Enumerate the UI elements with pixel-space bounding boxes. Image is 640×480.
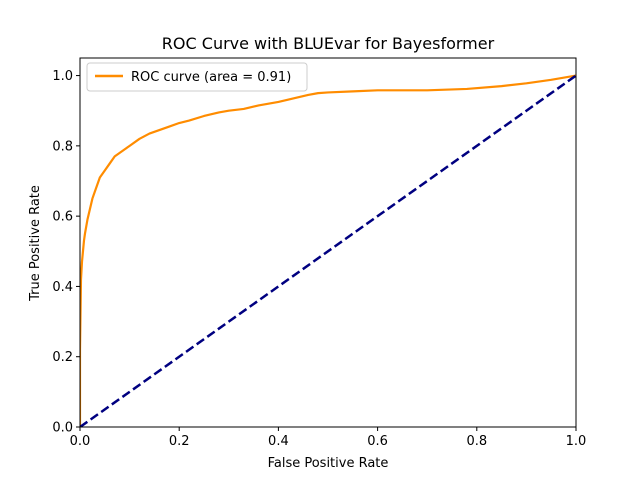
y-tick-label: 0.2 [52,350,73,365]
diagonal-reference-line [80,74,576,427]
x-axis: 0.0 0.2 0.4 0.6 0.8 1.0 [70,427,587,449]
x-tick-label: 0.8 [466,434,487,449]
x-tick-label: 0.6 [367,434,388,449]
series-group [80,74,576,427]
y-tick-label: 0.6 [52,210,73,225]
y-tick-label: 0.4 [52,280,73,295]
legend-label-roc: ROC curve (area = 0.91) [131,70,291,85]
x-tick-label: 0.2 [169,434,190,449]
x-axis-label: False Positive Rate [268,456,389,471]
x-tick-label: 0.4 [268,434,289,449]
plot-area [79,57,577,428]
y-tick-label: 0.0 [52,421,73,436]
plot-frame [79,57,577,428]
roc-curve-line [80,74,576,427]
y-tick-label: 0.8 [52,139,73,154]
legend: ROC curve (area = 0.91) [86,62,308,92]
x-tick-label: 0.0 [70,434,91,449]
y-axis: 0.0 0.2 0.4 0.6 0.8 1.0 [52,69,80,436]
x-tick-label: 1.0 [566,434,587,449]
chart-title: ROC Curve with BLUEvar for Bayesformer [162,34,495,53]
legend-box [86,62,308,92]
y-tick-label: 1.0 [52,69,73,84]
y-axis-label: True Positive Rate [28,185,43,302]
